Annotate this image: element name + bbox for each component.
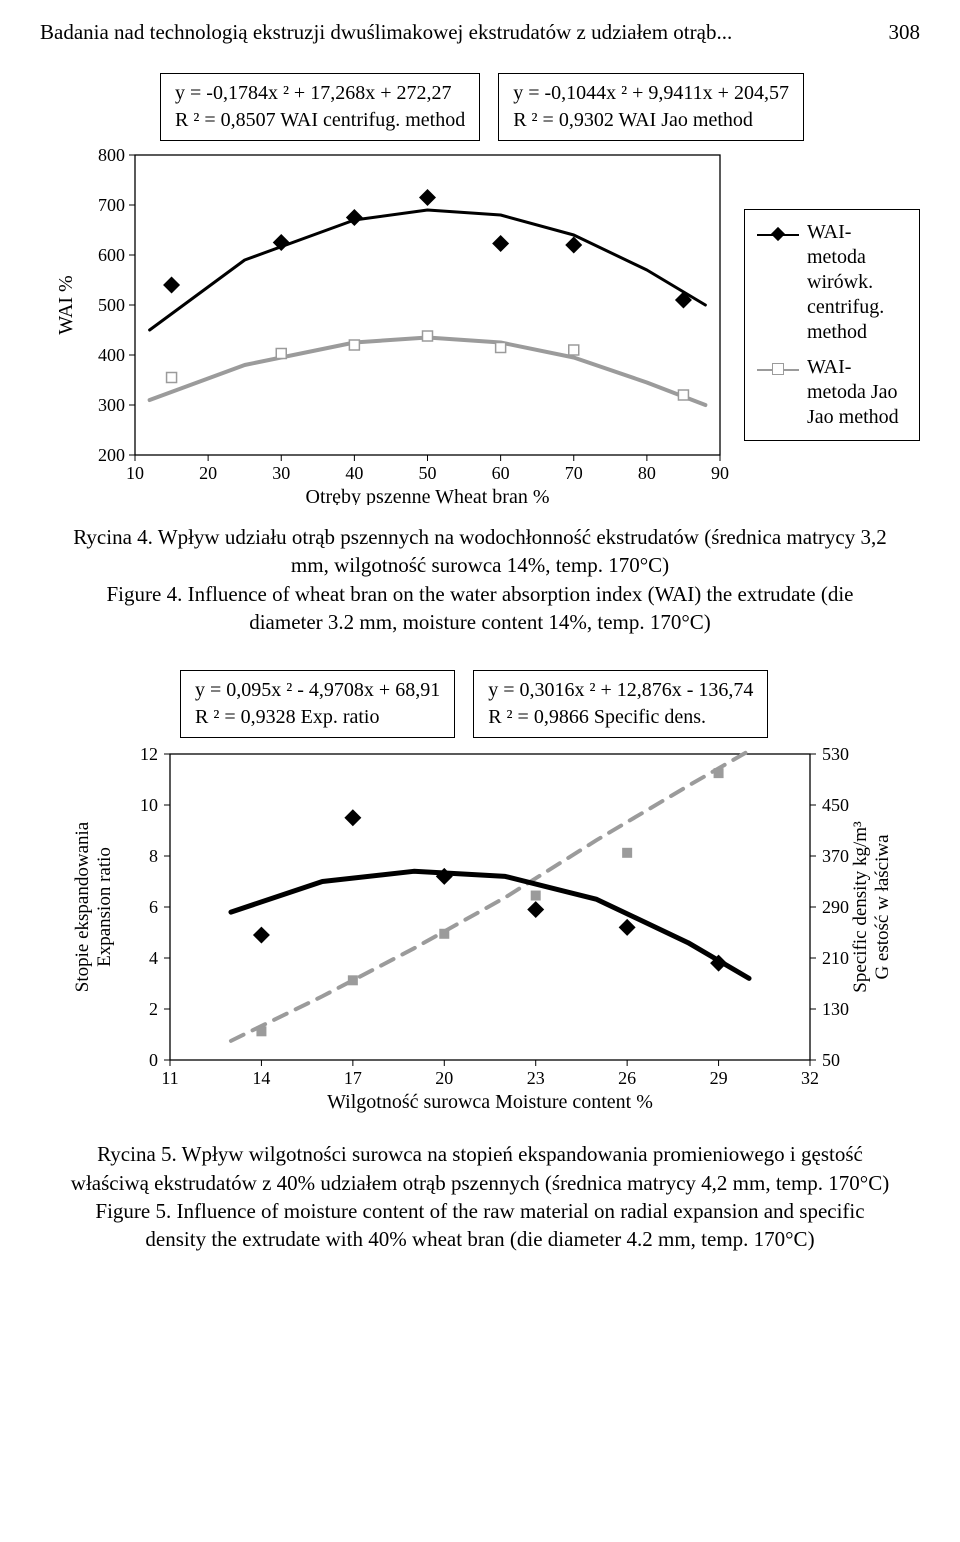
svg-text:29: 29 [710,1068,728,1088]
svg-text:4: 4 [149,948,158,968]
svg-text:10: 10 [140,795,158,815]
page-header: Badania nad technologią ekstruzji dwuśli… [40,20,920,45]
fig5-chart: 0 2 4 6 8 10 12 50 130 210 290 370 450 530 11 14 17 20 23 2… [40,742,910,1122]
fig4-chart: 200 300 400 500 600 700 800 10 20 30 40 50 60 70 80 90 W… [40,145,740,505]
svg-text:40: 40 [345,463,363,483]
svg-text:50: 50 [822,1050,840,1070]
fig5-eq-left: y = 0,095x ² - 4,9708x + 68,91 R ² = 0,9… [180,670,455,738]
svg-text:450: 450 [822,795,849,815]
svg-text:11: 11 [161,1068,178,1088]
svg-text:10: 10 [126,463,144,483]
svg-text:6: 6 [149,897,158,917]
svg-text:Expansion ratio: Expansion ratio [94,847,115,967]
svg-text:20: 20 [435,1068,453,1088]
svg-text:20: 20 [199,463,217,483]
svg-text:50: 50 [419,463,437,483]
svg-text:210: 210 [822,948,849,968]
svg-text:130: 130 [822,999,849,1019]
fig4-caption: Rycina 4. Wpływ udziału otrąb pszennych … [70,523,890,636]
header-page: 308 [889,20,921,45]
svg-text:26: 26 [618,1068,636,1088]
fig4-eq-left: y = -0,1784x ² + 17,268x + 272,27 R ² = … [160,73,480,141]
svg-text:530: 530 [822,744,849,764]
fig5-eq-right: y = 0,3016x ² + 12,876x - 136,74 R ² = 0… [473,670,768,738]
header-title: Badania nad technologią ekstruzji dwuśli… [40,20,732,45]
svg-text:600: 600 [98,245,125,265]
figure-5-block: y = 0,095x ² - 4,9708x + 68,91 R ² = 0,9… [40,670,920,1122]
svg-text:70: 70 [565,463,583,483]
figure-4-block: y = -0,1784x ² + 17,268x + 272,27 R ² = … [40,73,920,505]
svg-text:90: 90 [711,463,729,483]
svg-text:2: 2 [149,999,158,1019]
svg-text:8: 8 [149,846,158,866]
svg-text:17: 17 [344,1068,362,1088]
svg-text:Specific density kg/m³: Specific density kg/m³ [850,821,871,993]
svg-text:370: 370 [822,846,849,866]
svg-text:WAI %: WAI % [55,275,77,334]
svg-text:800: 800 [98,145,125,165]
svg-text:80: 80 [638,463,656,483]
svg-text:30: 30 [272,463,290,483]
svg-text:14: 14 [252,1068,270,1088]
svg-text:Stopie ekspandowania: Stopie ekspandowania [72,822,93,993]
svg-text:32: 32 [801,1068,819,1088]
svg-text:G estość w łaściwa: G estość w łaściwa [872,834,893,980]
svg-text:300: 300 [98,395,125,415]
svg-text:200: 200 [98,445,125,465]
svg-text:Otręby pszenne Wheat bran %: Otręby pszenne Wheat bran % [306,486,550,505]
svg-text:0: 0 [149,1050,158,1070]
svg-text:500: 500 [98,295,125,315]
fig4-eq-right: y = -0,1044x ² + 9,9411x + 204,57 R ² = … [498,73,804,141]
svg-text:Wilgotność surowca Moisture co: Wilgotność surowca Moisture content % [327,1091,653,1113]
fig4-legend: WAI- metoda wirówk. centrifug. method WA… [744,209,920,441]
svg-text:23: 23 [527,1068,545,1088]
svg-text:400: 400 [98,345,125,365]
svg-text:700: 700 [98,195,125,215]
svg-text:12: 12 [140,744,158,764]
svg-text:60: 60 [492,463,510,483]
svg-text:290: 290 [822,897,849,917]
fig5-caption: Rycina 5. Wpływ wilgotności surowca na s… [70,1140,890,1253]
